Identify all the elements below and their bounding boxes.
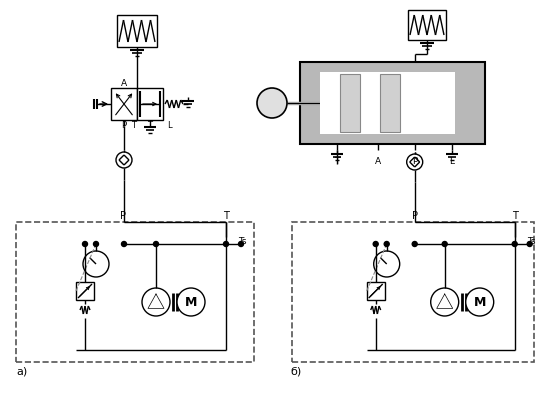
Circle shape [466, 288, 494, 316]
Bar [76, 282, 94, 300]
Bar [300, 62, 485, 144]
Bar [292, 222, 534, 362]
Text: M: M [185, 295, 197, 309]
Circle shape [177, 288, 205, 316]
Text: T: T [334, 158, 340, 166]
Bar [340, 74, 359, 132]
Circle shape [527, 242, 532, 246]
Text: T: T [132, 120, 136, 130]
Text: T: T [147, 120, 152, 130]
Text: T: T [223, 211, 229, 221]
Text: а): а) [16, 367, 27, 377]
Bar [137, 88, 163, 120]
Circle shape [153, 242, 158, 246]
Circle shape [374, 251, 399, 277]
Polygon shape [148, 294, 164, 308]
Text: L: L [449, 158, 454, 166]
Bar [380, 74, 400, 132]
Circle shape [122, 242, 127, 246]
Circle shape [116, 152, 132, 168]
Circle shape [83, 242, 88, 246]
Text: A: A [375, 158, 381, 166]
Text: б): б) [290, 367, 301, 377]
Text: T: T [512, 211, 518, 221]
Circle shape [224, 242, 229, 246]
Bar [367, 282, 385, 300]
Circle shape [384, 242, 389, 246]
Circle shape [238, 242, 243, 246]
Circle shape [412, 242, 417, 246]
Bar [408, 10, 446, 40]
Circle shape [431, 288, 459, 316]
Text: M: M [473, 295, 486, 309]
Bar [16, 222, 254, 362]
Circle shape [142, 288, 170, 316]
Text: P: P [412, 211, 418, 221]
Polygon shape [437, 294, 453, 308]
Text: P: P [412, 158, 418, 166]
Text: Ts: Ts [238, 236, 246, 246]
Circle shape [94, 242, 99, 246]
Bar [117, 15, 157, 47]
Bar [111, 88, 137, 120]
Bar [320, 72, 455, 134]
Circle shape [373, 242, 378, 246]
Text: P: P [122, 120, 127, 130]
Circle shape [257, 88, 287, 118]
Text: A: A [121, 78, 127, 88]
Text: P: P [120, 211, 126, 221]
Circle shape [407, 154, 423, 170]
Text: Ts: Ts [527, 236, 536, 246]
Circle shape [512, 242, 517, 246]
Circle shape [442, 242, 447, 246]
Text: L: L [167, 120, 172, 130]
Circle shape [83, 251, 109, 277]
